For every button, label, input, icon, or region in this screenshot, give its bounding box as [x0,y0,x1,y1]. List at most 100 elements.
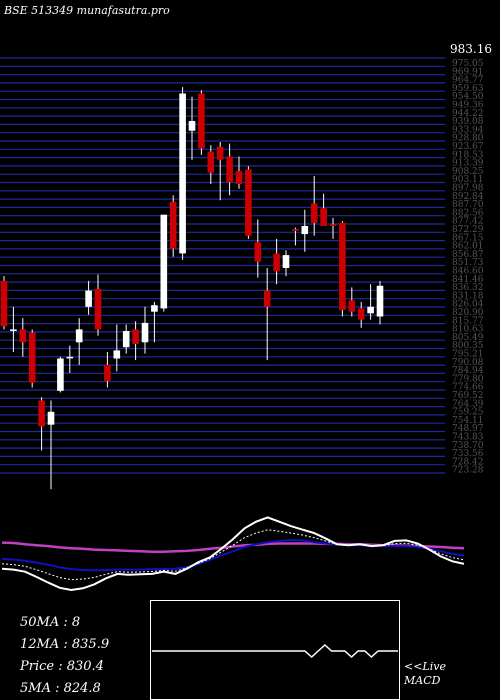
tick-label: 897.98 [452,184,484,194]
candle-body [282,255,290,268]
tick-label: 810.63 [452,325,484,335]
tick-label: 733.56 [452,449,484,459]
tick-label: 754.11 [452,416,484,426]
candle-body [28,332,36,383]
tick-label: 836.32 [452,283,484,293]
tick-label: 851.73 [452,258,484,268]
tick-label: 882.56 [452,208,484,218]
tick-label: 764.39 [452,399,484,409]
candle-body [66,356,74,359]
candle-body [179,93,186,254]
macd-label: MACD [404,674,441,687]
candle-body [235,171,243,184]
candle-body [169,201,177,249]
tick-label: 846.60 [452,267,484,277]
tick-label: 918.53 [452,150,484,160]
macd-line [152,643,398,659]
candle-body [207,151,215,173]
tick-label: 815.77 [452,316,484,326]
candle-body [141,322,149,343]
tick-label: 877.42 [452,217,484,227]
candle-body [104,364,111,382]
moving-average-lines [1,516,465,592]
tick-label: 856.87 [452,250,484,260]
tick-label: 769.52 [452,391,484,401]
tick-label: 954.50 [452,92,484,102]
tick-label: 790.08 [452,358,484,368]
candle-body [47,411,55,425]
tick-label: 738.70 [452,441,484,451]
candle-body [254,242,262,262]
candle-body [310,203,318,223]
tick-label: 795.21 [452,350,484,360]
candle-body [188,121,196,131]
tick-label: 800.35 [452,341,484,351]
tick-label: 779.80 [452,374,484,384]
price-label: Price : 830.4 [20,659,104,674]
candle-body [301,226,309,235]
tick-label: 743.83 [452,433,484,443]
tick-label: 805.49 [452,333,484,343]
candle-body [132,329,139,344]
candle-body [367,306,374,314]
candle-body [376,285,384,317]
macd-panel [150,600,400,700]
candle-body [216,146,224,160]
tick-label: 959.63 [452,84,484,94]
candlesticks [0,87,384,490]
tick-label: 975.05 [452,59,484,69]
tick-label: 774.66 [452,383,484,393]
macd-series [152,643,398,659]
tick-label: 831.18 [452,291,484,301]
chart-title: BSE 513349 munafasutra.pro [4,4,170,17]
tick-label: 923.67 [452,142,484,152]
tick-label: 928.80 [452,134,484,144]
candle-body [122,331,130,348]
candle-body [57,358,64,391]
candle-body [226,156,233,183]
candle-body [0,280,8,327]
candle-body [38,400,45,427]
candle-body [198,93,205,149]
candle-body [10,329,17,331]
tick-label: 969.91 [452,67,484,77]
candle-body [292,229,299,231]
tick-label: 867.15 [452,233,484,243]
ma-thin-dotted-line [1,529,465,581]
tick-label: 939.08 [452,117,484,127]
tick-label: 759.25 [452,408,484,418]
live-label: <<Live [404,660,446,673]
tick-label: 892.84 [452,192,484,202]
tick-label: 728.42 [452,457,484,467]
ma-mid-line [1,538,465,572]
tick-label: 887.70 [452,200,484,210]
tick-label: 964.77 [452,76,484,86]
candle-body [85,290,92,307]
chart-gridlines [0,57,445,474]
candle-body [75,329,83,343]
candle-body [113,350,121,359]
price-tick-labels: 975.05969.91964.77959.63954.50949.36944.… [452,59,484,476]
ma50-label: 50MA : 8 [20,615,81,630]
candle-body [263,290,271,307]
candle-body [273,253,280,272]
tick-label: 748.97 [452,424,484,434]
tick-label: 903.11 [452,175,484,185]
candle-body [339,222,346,310]
candle-body [160,214,168,309]
tick-label: 820.90 [452,308,484,318]
tick-label: 784.94 [452,366,484,376]
tick-label: 944.22 [452,109,484,119]
tick-label: 933.94 [452,125,484,135]
tick-label: 862.01 [452,242,484,252]
tick-label: 872.29 [452,225,484,235]
tick-label: 913.39 [452,159,484,169]
ma-short-line [1,516,465,592]
tick-label: 841.46 [452,275,484,285]
candle-body [329,224,337,226]
candle-body [19,329,27,343]
candle-body [245,169,252,236]
tick-label: 723.28 [452,466,484,476]
tick-label: 908.25 [452,167,484,177]
